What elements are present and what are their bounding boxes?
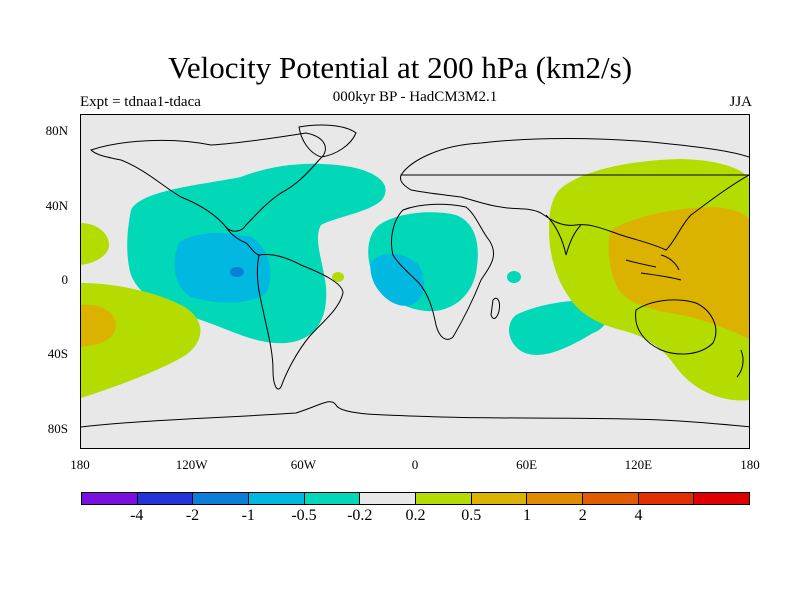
positive-anomaly-east-pacific <box>81 283 201 398</box>
colorbar-label: -0.2 <box>347 507 373 524</box>
colorbar-label: 2 <box>578 507 587 524</box>
colorbar-label: -2 <box>185 507 200 524</box>
longitude-tick-label: 120E <box>624 457 653 472</box>
coastlines <box>81 124 749 428</box>
latitude-tick-label: 80N <box>45 123 68 138</box>
colorbar-label: 1 <box>523 507 531 524</box>
longitude-tick-label: 60E <box>516 457 538 472</box>
colorbar-swatch <box>82 493 138 504</box>
map-canvas <box>81 124 749 428</box>
colorbar-swatch <box>583 493 639 504</box>
strong-negative-core-atlantic <box>370 253 424 306</box>
map-subtitle: 000kyr BP - HadCM3M2.1 <box>332 89 498 105</box>
colorbar-swatch <box>416 493 472 504</box>
map-title: Velocity Potential at 200 hPa (km2/s) <box>167 50 633 85</box>
coast-india <box>545 214 582 256</box>
coast-north-america <box>90 132 326 232</box>
coast-australia <box>635 299 717 355</box>
negative-anomaly-indian-ocean <box>509 300 608 355</box>
strongest-negative-core <box>230 267 244 277</box>
colorbar-label: 4 <box>634 507 643 524</box>
colorbar-label: -1 <box>241 507 255 524</box>
negative-anomaly-small-patch <box>507 271 521 283</box>
coast-central-america <box>225 226 260 256</box>
experiment-label: Expt = tdnaa1-tdaca <box>80 94 201 110</box>
colorbar-swatch <box>193 493 250 504</box>
longitude-tick-label: 60W <box>290 457 316 472</box>
velocity-potential-map <box>80 114 750 449</box>
longitude-tick-label: 120W <box>175 457 208 472</box>
longitude-tick-label: 180 <box>740 457 760 472</box>
positive-anomaly-small-patch <box>332 272 344 282</box>
colorbar-swatch <box>694 493 750 504</box>
longitude-tick-label: 180 <box>70 457 90 472</box>
latitude-tick-label: 40N <box>45 198 68 213</box>
coast-africa <box>390 203 494 340</box>
latitude-tick-label: 80S <box>47 421 68 436</box>
positive-anomaly-west-edge <box>81 223 109 265</box>
colorbar-swatch <box>527 493 584 504</box>
coast-antarctica <box>81 401 749 428</box>
colorbar-label: -4 <box>130 507 144 524</box>
latitude-tick-label: 0 <box>61 272 69 287</box>
season-label: JJA <box>729 94 752 110</box>
longitude-tick-label: 0 <box>411 457 419 472</box>
coast-madagascar <box>490 297 500 319</box>
colorbar-label: 0.5 <box>461 507 482 524</box>
latitude-tick-label: 40S <box>47 346 68 361</box>
strong-positive-core-east-pacific <box>81 304 117 347</box>
colorbar-swatch <box>304 493 361 504</box>
colorbar-label: -0.5 <box>291 507 317 524</box>
strong-negative-core-pacific <box>174 233 271 303</box>
coast-new-zealand <box>736 349 744 378</box>
coast-greenland <box>298 124 357 158</box>
coast-south-america <box>256 254 344 390</box>
colorbar-label: 0.2 <box>405 507 426 524</box>
colorbar-swatch <box>137 493 194 504</box>
colorbar-swatch <box>471 493 528 504</box>
colorbar-swatch <box>249 493 305 504</box>
coast-europe-asia <box>400 138 749 251</box>
colorbar-swatch <box>360 493 417 504</box>
coast-maritime-continent <box>625 254 682 281</box>
colorbar-swatch <box>638 493 695 504</box>
colorbar <box>81 492 750 505</box>
